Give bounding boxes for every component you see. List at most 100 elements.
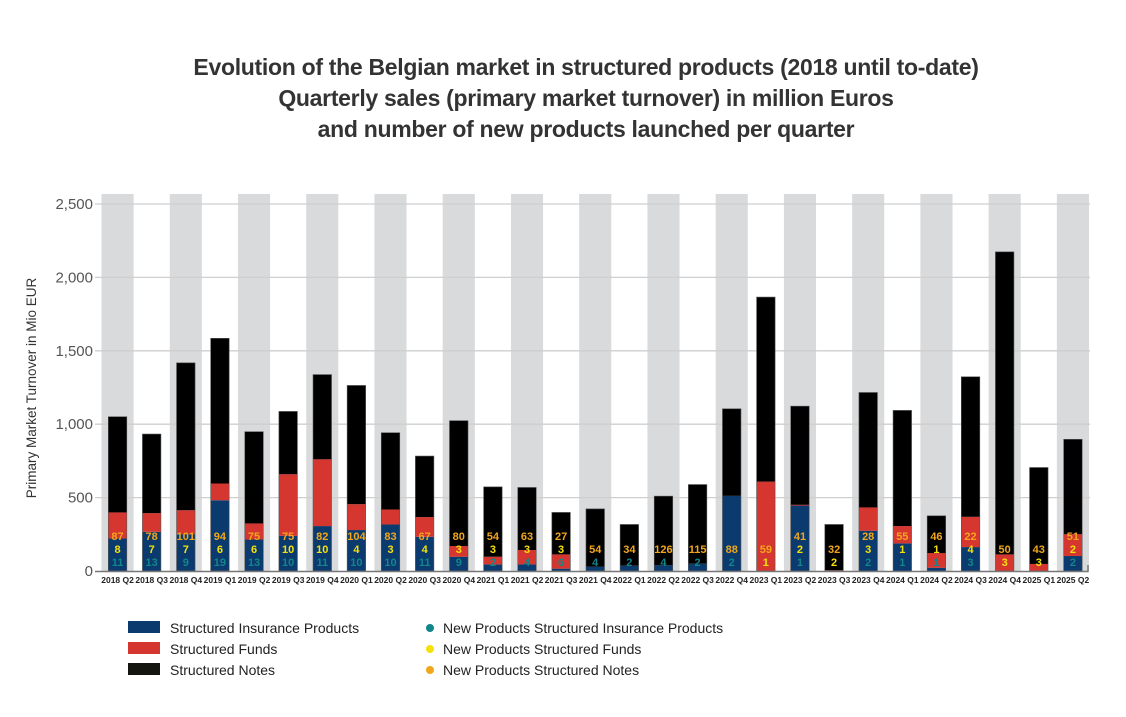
count-label-funds: 8: [114, 544, 120, 556]
y-axis-ticks: 0 500 1,000 1,500 2,000 2,500: [55, 196, 93, 580]
x-tick-label: 2022 Q4: [715, 575, 748, 585]
bar-segment-funds: [381, 509, 400, 525]
bar-segment-insurance: [176, 534, 196, 571]
y-tick-label: 2,000: [55, 269, 93, 286]
y-tick-label: 500: [68, 490, 93, 507]
count-label-funds: 3: [1036, 557, 1042, 569]
count-label-notes: 51: [1067, 531, 1079, 543]
bar-segment-notes: [347, 385, 366, 505]
count-label-funds: 4: [353, 544, 360, 556]
bar-segment-notes: [927, 515, 946, 554]
legend-swatch-funds: [128, 642, 160, 654]
count-label-insurance: 6: [558, 557, 564, 569]
bar-segment-funds: [756, 481, 776, 571]
bar-segment-funds: [449, 546, 469, 557]
count-label-notes: 78: [146, 531, 158, 543]
x-tick-label: 2020 Q1: [340, 575, 373, 585]
count-label-funds: 7: [183, 544, 189, 556]
y-axis-label: Primary Market Turnover in Mio EUR: [24, 277, 39, 498]
bar-segment-notes: [756, 297, 776, 482]
bar-stack: [380, 432, 401, 572]
bar-stack: [415, 455, 435, 572]
bar-stack: [756, 296, 776, 572]
bar-segment-funds: [927, 553, 946, 568]
count-labels: 8781178713101799461975613751010821011104…: [111, 531, 1079, 569]
bar-segment-funds: [210, 483, 230, 501]
bar-segment-insurance: [517, 564, 537, 571]
count-label-funds: 3: [490, 544, 496, 556]
count-label-notes: 43: [1033, 544, 1045, 556]
bar-segment-funds: [517, 550, 537, 565]
count-label-insurance: 13: [248, 557, 260, 569]
bar-segment-notes: [824, 524, 844, 571]
bar-segment-insurance: [108, 538, 127, 571]
bar-stack: [585, 508, 605, 572]
legend-label: Structured Notes: [170, 662, 276, 678]
bar-segment-funds: [347, 504, 366, 531]
bar-stack: [278, 411, 298, 572]
bar-segment-funds: [415, 517, 434, 537]
count-label-notes: 54: [487, 531, 500, 543]
count-label-insurance: 10: [350, 557, 362, 569]
count-label-notes: 83: [384, 531, 396, 543]
legend-dot-new-notes: [426, 666, 434, 674]
bar-segment-notes: [620, 524, 639, 566]
bar-segment-funds: [278, 474, 298, 536]
bar-segment-notes: [517, 487, 537, 551]
bar-segment-insurance: [654, 565, 673, 571]
x-tick-label: 2019 Q1: [204, 575, 237, 585]
bar-segment-funds: [108, 512, 127, 539]
bar-segment-notes: [108, 416, 127, 513]
count-label-insurance: 2: [626, 557, 632, 569]
bar-segment-insurance: [210, 500, 230, 571]
count-label-insurance: 2: [695, 557, 701, 569]
y-tick-label: 1,000: [55, 416, 93, 433]
bar-segment-funds: [858, 507, 878, 531]
bar-stack: [142, 433, 162, 572]
count-label-insurance: 9: [456, 557, 462, 569]
count-label-insurance: 2: [729, 557, 735, 569]
count-label-notes: 75: [282, 531, 294, 543]
x-tick-label: 2020 Q3: [408, 575, 441, 585]
bar-segment-funds: [483, 556, 503, 565]
count-label-notes: 22: [964, 531, 976, 543]
bar-segment-notes: [688, 484, 707, 564]
bar-stack: [824, 524, 844, 572]
bar-segment-insurance: [381, 524, 400, 571]
bar-stack: [517, 487, 537, 572]
bar-segment-notes: [961, 376, 980, 517]
x-tick-label: 2023 Q4: [852, 575, 885, 585]
bar-segment-insurance: [620, 565, 639, 571]
count-label-funds: 2: [797, 544, 803, 556]
count-label-funds: 3: [456, 544, 462, 556]
legend-label: New Products Structured Insurance Produc…: [443, 620, 724, 636]
bar-stack: [858, 392, 878, 572]
count-label-funds: 2: [1070, 544, 1076, 556]
count-label-notes: 115: [689, 544, 707, 556]
count-label-notes: 87: [111, 531, 123, 543]
count-label-funds: 2: [831, 557, 837, 569]
count-label-insurance: 19: [214, 557, 226, 569]
count-label-insurance: 1: [797, 557, 803, 569]
bar-segment-insurance: [347, 530, 366, 571]
count-label-insurance: 11: [316, 557, 328, 569]
count-label-funds: 10: [316, 544, 328, 556]
x-tick-label: 2018 Q4: [169, 575, 202, 585]
legend-swatch-insurance: [128, 621, 160, 633]
x-tick-label: 2024 Q3: [954, 575, 987, 585]
bar-stack: [1063, 439, 1083, 572]
x-tick-label: 2018 Q3: [135, 575, 168, 585]
bar-segment-notes: [893, 410, 912, 527]
x-tick-label: 2023 Q1: [750, 575, 783, 585]
bar-segment-funds: [824, 570, 844, 572]
count-label-funds: 3: [558, 544, 564, 556]
x-tick-label: 2023 Q3: [818, 575, 851, 585]
bar-segment-insurance: [244, 539, 264, 571]
bar-segment-notes: [244, 431, 264, 524]
x-tick-label: 2021 Q1: [477, 575, 510, 585]
count-label-notes: 41: [794, 531, 806, 543]
background-band: [920, 194, 953, 571]
count-label-insurance: 4: [660, 557, 667, 569]
bar-segment-insurance: [688, 563, 707, 571]
count-label-insurance: 11: [419, 557, 431, 569]
